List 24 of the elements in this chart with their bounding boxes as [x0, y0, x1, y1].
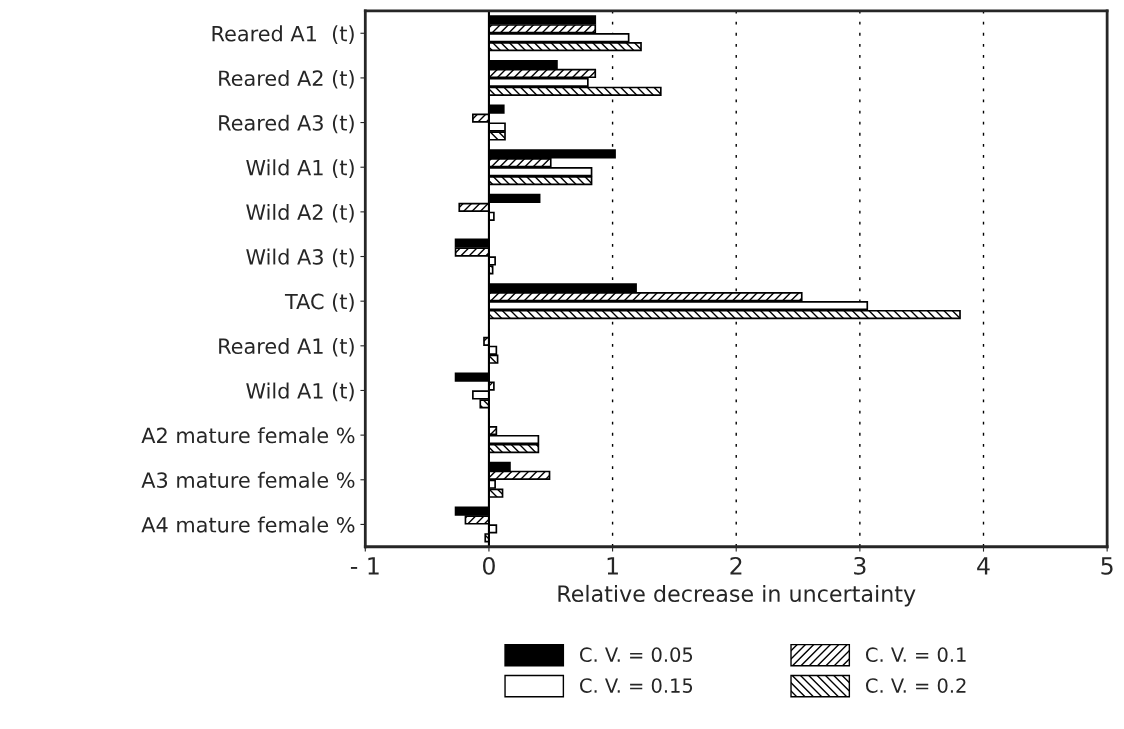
legend-label: C. V. = 0.2 [866, 678, 966, 693]
y-tick-label: A3 mature female % [141, 471, 355, 488]
x-tick-label: 1 [607, 557, 618, 575]
y-tick-label: A4 mature female % [141, 516, 355, 533]
y-tick-label: Wild A1 (t) [246, 159, 354, 178]
x-tick-label: 2 [730, 556, 742, 575]
x-tick-label: 5 [1101, 557, 1113, 575]
y-tick-label: Wild A1 (t) [246, 382, 354, 402]
y-tick-label: TAC (t) [284, 293, 354, 312]
legend-label: C. V. = 0.05 [580, 647, 693, 663]
y-tick-label: Reared A3 (t) [219, 114, 354, 134]
y-tick-label: Wild A2 (t) [246, 203, 354, 223]
x-tick-label: 3 [854, 556, 866, 575]
x-tick-label: - 1 [350, 557, 379, 575]
y-tick-label: A2 mature female % [141, 427, 355, 444]
x-tick-label: 0 [482, 556, 495, 575]
legend-label: C. V. = 0.15 [580, 678, 693, 693]
y-tick-label: Reared A1 (t) [212, 25, 354, 44]
legend-label: C. V. = 0.1 [866, 647, 966, 663]
y-tick-label: Reared A1 (t) [219, 337, 354, 357]
x-tick-label: 4 [977, 557, 990, 575]
y-tick-label: Reared A2 (t) [219, 70, 354, 89]
x-axis-title: Relative decrease in uncertainty [558, 584, 916, 607]
y-tick-label: Wild A3 (t) [246, 248, 354, 268]
